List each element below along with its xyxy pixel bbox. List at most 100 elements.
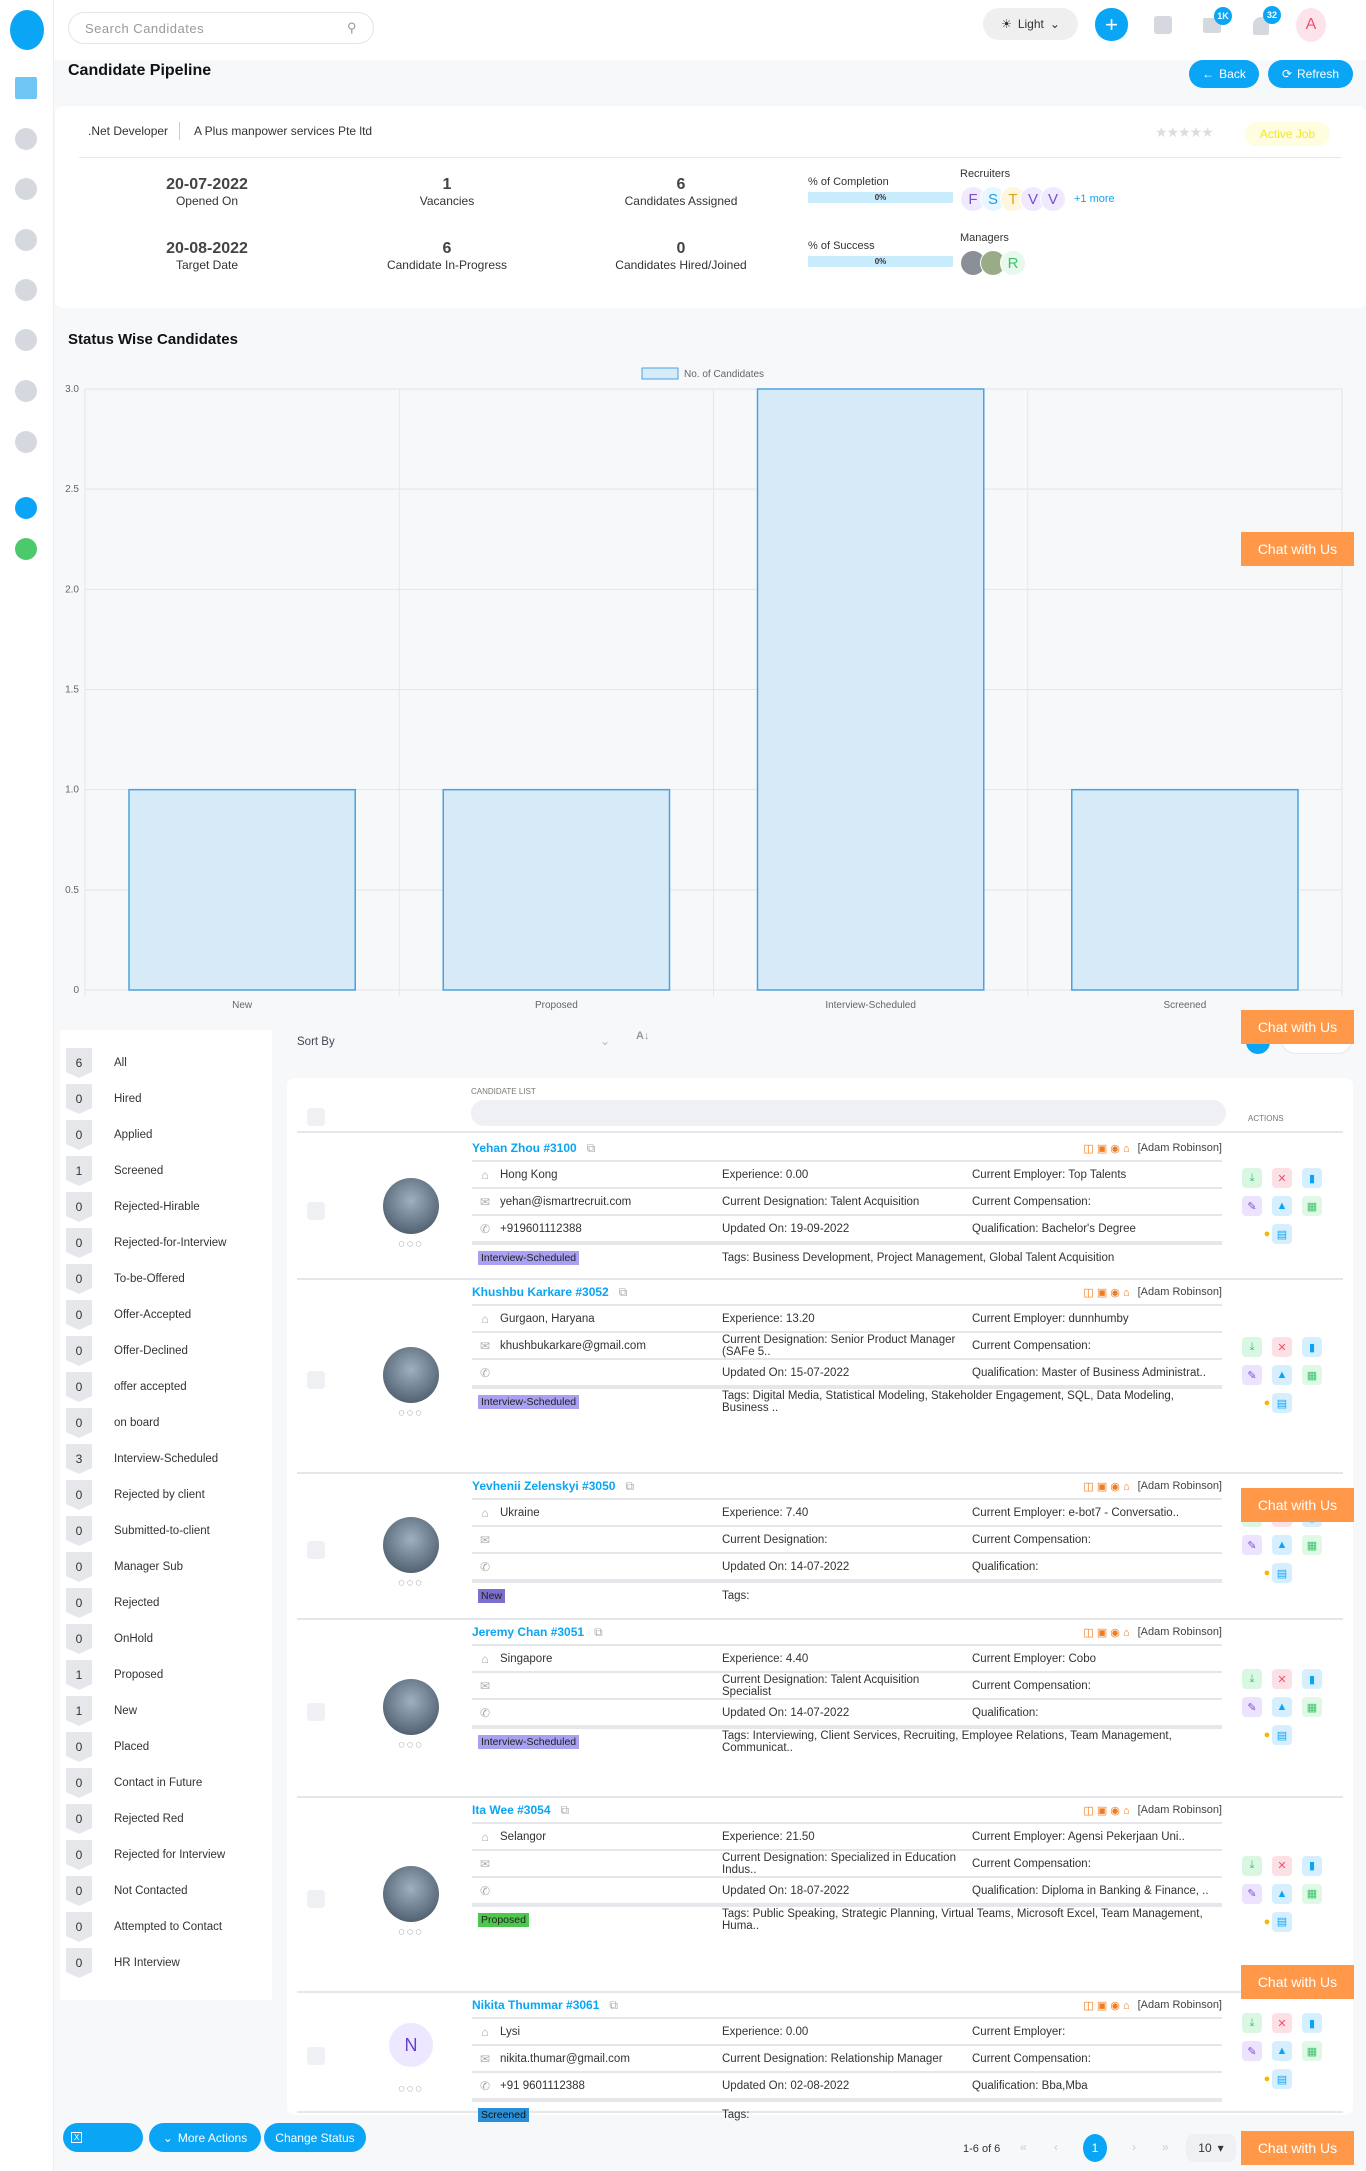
open-external-icon[interactable]: ⧉ — [618, 1284, 628, 1299]
users-icon[interactable] — [15, 279, 37, 301]
sort-dropdown-chevron-icon[interactable]: ⌄ — [600, 1034, 611, 1048]
back-button[interactable]: ← Back — [1189, 60, 1259, 88]
candidate-filter-input[interactable] — [471, 1100, 1226, 1126]
chat-with-us-button[interactable]: Chat with Us — [1241, 1010, 1354, 1044]
edit-icon[interactable]: ✎ — [1242, 1196, 1262, 1216]
candidate-checkbox[interactable] — [307, 1703, 325, 1721]
reject-icon[interactable]: ✕ — [1272, 1168, 1292, 1188]
refresh-button[interactable]: ⟳ Refresh — [1268, 60, 1353, 88]
chat-with-us-button[interactable]: Chat with Us — [1241, 532, 1354, 566]
document-icon[interactable]: ▮ — [1302, 2013, 1322, 2033]
reject-icon[interactable]: ✕ — [1272, 2013, 1292, 2033]
social-icons[interactable]: ◫ ▣ ◉ ⌂ — [1083, 1286, 1130, 1299]
social-icons[interactable]: ◫ ▣ ◉ ⌂ — [1083, 1142, 1130, 1155]
calendar-icon[interactable]: ▦ — [1302, 1535, 1322, 1555]
settings-icon[interactable] — [15, 431, 37, 453]
filter-item-proposed[interactable]: 1 Proposed — [66, 1660, 163, 1690]
upload-icon[interactable]: ▲ — [1272, 1196, 1292, 1216]
upload-icon[interactable]: ▲ — [1272, 1883, 1292, 1904]
help-icon[interactable] — [15, 538, 37, 560]
notes-icon[interactable]: ▤ — [1272, 2069, 1292, 2089]
first-page-button[interactable]: « — [1020, 2140, 1027, 2154]
rating-stars[interactable]: ★★★★★ — [1155, 124, 1214, 140]
more-recruiters-link[interactable]: +1 more — [1074, 193, 1115, 205]
reports-icon[interactable] — [15, 380, 37, 402]
more-icon[interactable] — [15, 497, 37, 519]
filter-item-placed[interactable]: 0 Placed — [66, 1732, 149, 1762]
candidate-action-icons[interactable]: ◫ ▣ ◉ ⌂ [Adam Robinson] — [1083, 1804, 1222, 1817]
current-page-button[interactable]: 1 — [1083, 2134, 1107, 2162]
export-excel-button[interactable]: X — [63, 2123, 143, 2152]
edit-icon[interactable]: ✎ — [1242, 2041, 1262, 2061]
filter-item-not-contacted[interactable]: 0 Not Contacted — [66, 1876, 188, 1906]
search-nav-icon[interactable] — [15, 128, 37, 150]
notes-icon[interactable]: ▤ — [1272, 1563, 1292, 1583]
filter-item-rejected-for-interview[interactable]: 0 Rejected for Interview — [66, 1840, 225, 1870]
reject-icon[interactable]: ✕ — [1272, 1337, 1292, 1357]
next-page-button[interactable]: › — [1132, 2140, 1136, 2154]
edit-icon[interactable]: ✎ — [1242, 1883, 1262, 1904]
filter-item-interview-scheduled[interactable]: 3 Interview-Scheduled — [66, 1444, 218, 1474]
upload-icon[interactable]: ▲ — [1272, 1365, 1292, 1385]
candidates-icon[interactable] — [15, 178, 37, 200]
candidate-checkbox[interactable] — [307, 1889, 325, 1908]
filter-item-offer-accepted[interactable]: 0 offer accepted — [66, 1372, 187, 1402]
notes-icon[interactable]: ▤ — [1272, 1224, 1292, 1244]
filter-item-new[interactable]: 1 New — [66, 1696, 137, 1726]
candidate-action-icons[interactable]: ◫ ▣ ◉ ⌂ [Adam Robinson] — [1083, 1480, 1222, 1493]
add-button[interactable]: + — [1095, 8, 1128, 41]
filter-item-screened[interactable]: 1 Screened — [66, 1156, 163, 1186]
filter-item-contact-in-future[interactable]: 0 Contact in Future — [66, 1768, 202, 1798]
social-icons[interactable]: ◫ ▣ ◉ ⌂ — [1083, 1480, 1130, 1493]
chat-with-us-button[interactable]: Chat with Us — [1241, 1965, 1354, 1999]
download-icon[interactable]: ⤓ — [1242, 2013, 1262, 2033]
filter-item-hired[interactable]: 0 Hired — [66, 1084, 141, 1114]
upload-icon[interactable]: ▲ — [1272, 1535, 1292, 1555]
edit-icon[interactable]: ✎ — [1242, 1535, 1262, 1555]
candidate-name-link[interactable]: Yevhenii Zelenskyi #3050 — [472, 1478, 616, 1493]
filter-item-rejected-red[interactable]: 0 Rejected Red — [66, 1804, 184, 1834]
filter-item-all[interactable]: 6 All — [66, 1048, 127, 1078]
candidate-name-link[interactable]: Khushbu Karkare #3052 — [472, 1284, 609, 1299]
bar-new[interactable] — [128, 788, 357, 991]
calendar-icon[interactable]: ▦ — [1302, 1196, 1322, 1216]
search-input[interactable]: Search Candidates ⚲ — [68, 12, 374, 44]
candidate-checkbox[interactable] — [307, 1371, 325, 1389]
rocket-icon[interactable] — [15, 329, 37, 351]
reject-icon[interactable]: ✕ — [1272, 1855, 1292, 1876]
calendar-icon[interactable]: ▦ — [1302, 1697, 1322, 1717]
jobs-icon[interactable] — [15, 229, 37, 251]
candidate-name-link[interactable]: Jeremy Chan #3051 — [472, 1624, 585, 1639]
filter-item-hr-interview[interactable]: 0 HR Interview — [66, 1948, 180, 1978]
candidate-quick-icons[interactable]: ◌◌◌ — [398, 1407, 424, 1419]
candidate-quick-icons[interactable]: ◌◌◌ — [398, 1739, 424, 1751]
filter-item-rejected-hirable[interactable]: 0 Rejected-Hirable — [66, 1192, 200, 1222]
per-page-select[interactable]: 10 ▾ — [1186, 2134, 1236, 2162]
download-icon[interactable]: ⤓ — [1242, 1337, 1262, 1357]
reject-icon[interactable]: ✕ — [1272, 1669, 1292, 1689]
open-external-icon[interactable]: ⧉ — [594, 1624, 603, 1639]
download-icon[interactable]: ⤓ — [1242, 1669, 1262, 1689]
candidate-action-icons[interactable]: ◫ ▣ ◉ ⌂ [Adam Robinson] — [1083, 1626, 1222, 1639]
upload-icon[interactable]: ▲ — [1272, 2041, 1292, 2061]
change-status-button[interactable]: Change Status — [264, 2123, 366, 2152]
notes-icon[interactable]: ▤ — [1272, 1725, 1292, 1745]
filter-item-offer-accepted[interactable]: 0 Offer-Accepted — [66, 1300, 191, 1330]
edit-icon[interactable]: ✎ — [1242, 1697, 1262, 1717]
candidate-quick-icons[interactable]: ◌◌◌ — [398, 1238, 424, 1250]
filter-item-on-board[interactable]: 0 on board — [66, 1408, 159, 1438]
download-icon[interactable]: ⤓ — [1242, 1855, 1262, 1876]
candidate-checkbox[interactable] — [307, 1541, 325, 1559]
notes-icon[interactable]: ▤ — [1272, 1911, 1292, 1932]
bar-screened[interactable] — [1070, 788, 1299, 991]
candidate-action-icons[interactable]: ◫ ▣ ◉ ⌂ [Adam Robinson] — [1083, 1286, 1222, 1299]
chat-with-us-button[interactable]: Chat with Us — [1241, 2131, 1354, 2165]
select-all-checkbox[interactable] — [307, 1108, 325, 1126]
more-actions-button[interactable]: ⌄ More Actions — [149, 2123, 261, 2152]
calendar-icon[interactable] — [1154, 16, 1172, 34]
bar-interview-scheduled[interactable] — [756, 388, 985, 991]
candidate-quick-icons[interactable]: ◌◌◌ — [398, 1577, 424, 1589]
filter-item-rejected-for-interview[interactable]: 0 Rejected-for-Interview — [66, 1228, 226, 1258]
dashboard-icon[interactable] — [15, 77, 37, 99]
social-icons[interactable]: ◫ ▣ ◉ ⌂ — [1083, 1804, 1130, 1817]
